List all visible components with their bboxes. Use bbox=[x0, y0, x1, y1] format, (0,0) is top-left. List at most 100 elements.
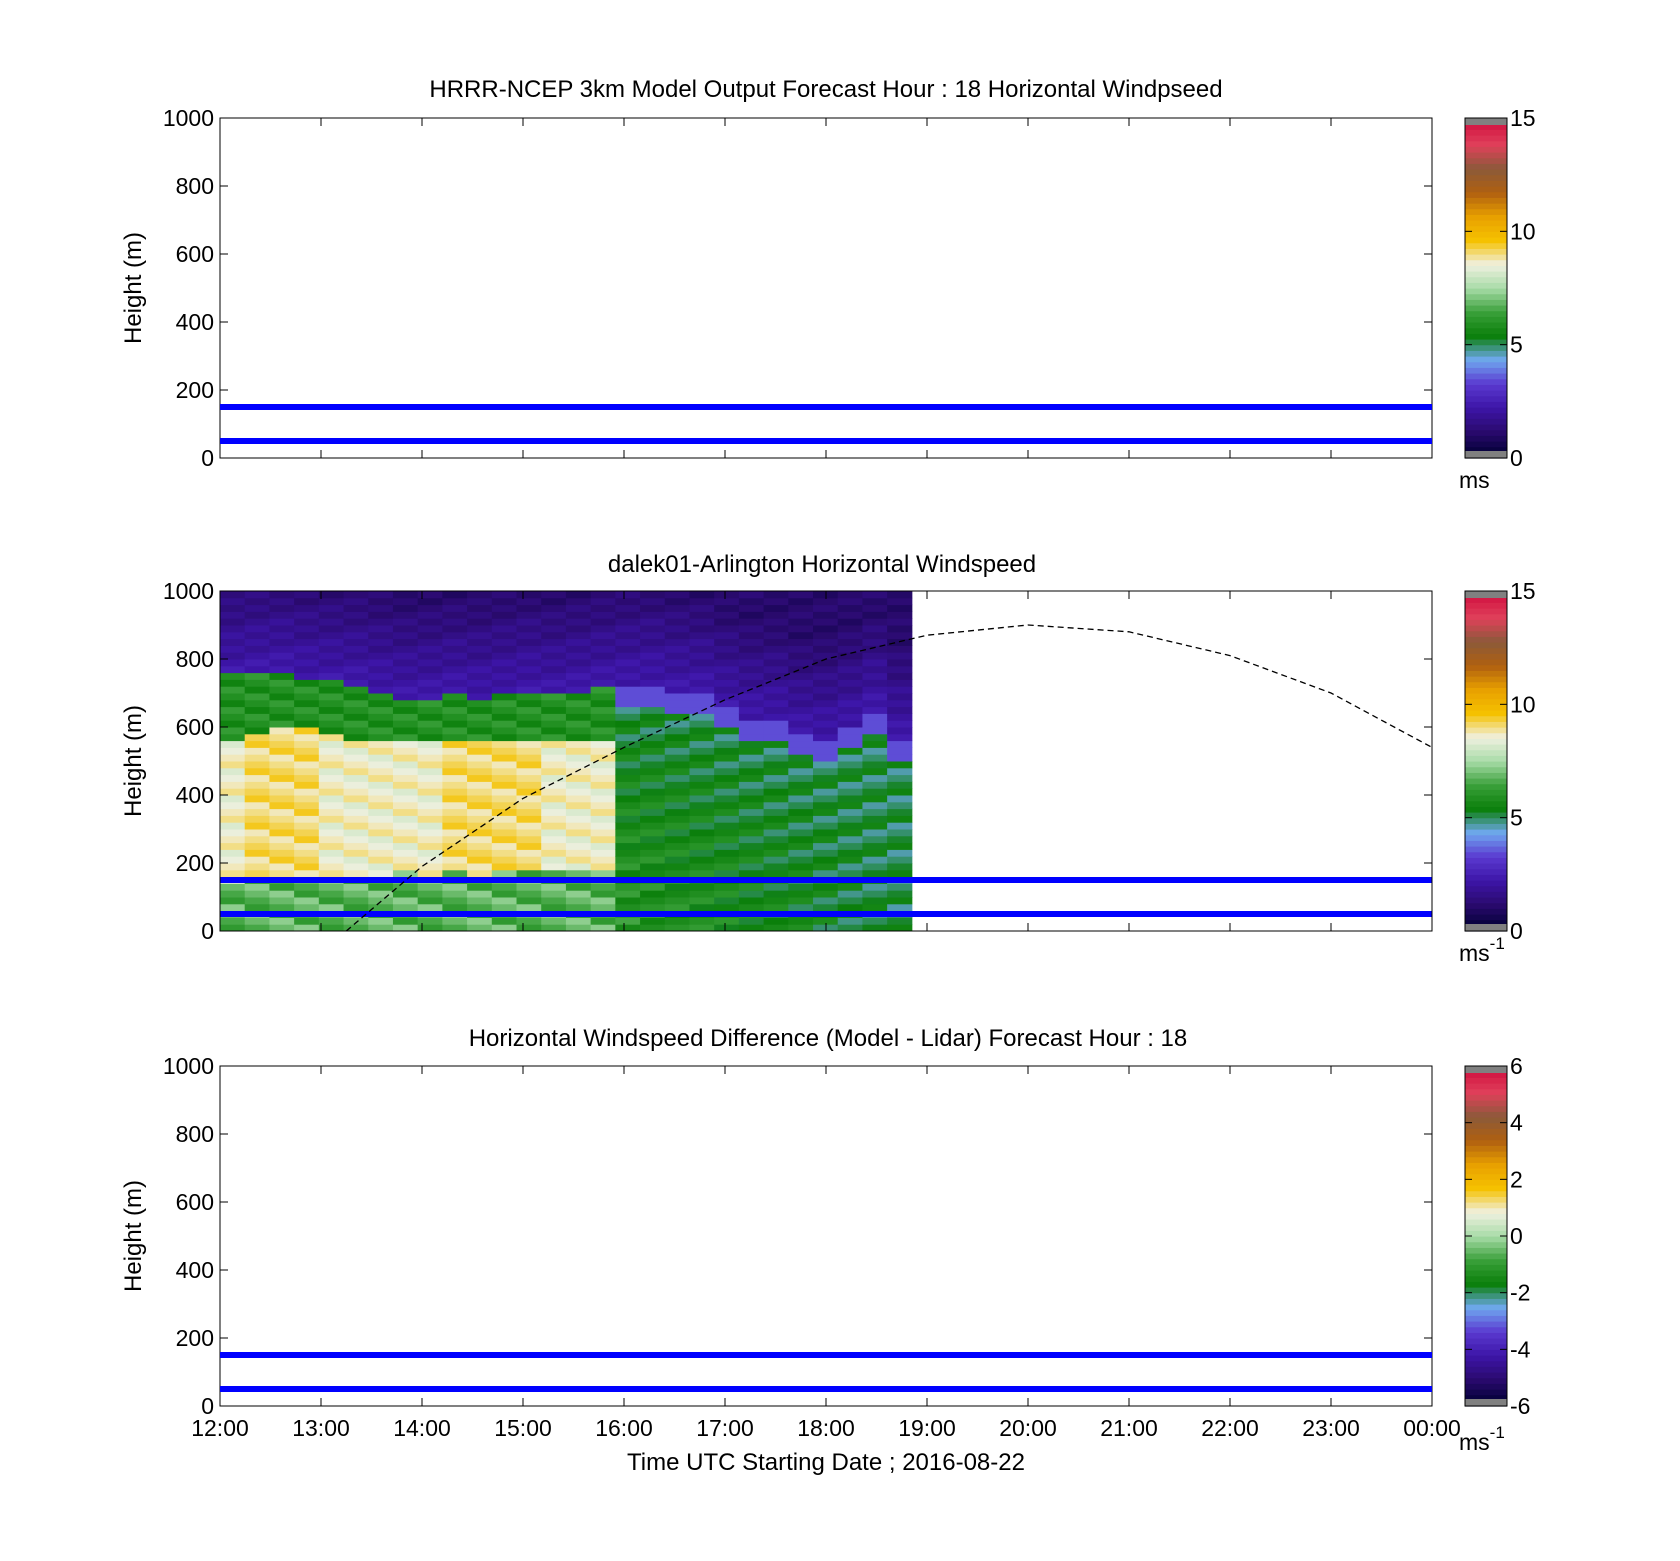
heatmap-cell bbox=[318, 727, 345, 735]
heatmap-cell bbox=[615, 652, 641, 660]
heatmap-cell bbox=[220, 659, 246, 667]
heatmap-cell bbox=[343, 611, 369, 619]
colorbar-segment bbox=[1465, 647, 1507, 654]
heatmap-cell bbox=[220, 842, 246, 850]
heatmap-cell bbox=[714, 665, 740, 674]
heatmap-cell bbox=[615, 890, 641, 898]
heatmap-cell bbox=[368, 591, 394, 599]
heatmap-cell bbox=[269, 733, 295, 742]
heatmap-cell bbox=[417, 917, 443, 925]
heatmap-cell bbox=[392, 638, 419, 646]
heatmap-cell bbox=[392, 699, 419, 708]
heatmap-cell bbox=[467, 652, 493, 660]
heatmap-cell bbox=[491, 903, 518, 912]
heatmap-cell bbox=[467, 849, 493, 857]
heatmap-cell bbox=[837, 774, 863, 782]
heatmap-cell bbox=[417, 631, 443, 640]
heatmap-cell bbox=[417, 604, 443, 612]
heatmap-cell bbox=[689, 727, 715, 735]
heatmap-cell bbox=[590, 665, 616, 674]
heatmap-cell bbox=[615, 815, 641, 823]
heatmap-cell bbox=[220, 808, 246, 816]
heatmap-cell bbox=[220, 591, 246, 599]
heatmap-cell bbox=[714, 754, 740, 762]
heatmap-cell bbox=[467, 597, 493, 606]
heatmap-cell bbox=[640, 883, 666, 891]
colorbar-segment bbox=[1465, 1071, 1507, 1078]
heatmap-cell bbox=[640, 897, 666, 905]
colorbar-tick-label: 5 bbox=[1510, 332, 1523, 358]
heatmap-cell bbox=[640, 659, 666, 667]
heatmap-cell bbox=[788, 693, 814, 701]
heatmap-cell bbox=[763, 863, 789, 871]
heatmap-cell bbox=[763, 849, 789, 857]
heatmap-cell bbox=[788, 835, 814, 844]
heatmap-cell bbox=[417, 672, 443, 680]
heatmap-cell bbox=[417, 733, 443, 742]
heatmap-cell bbox=[220, 856, 246, 864]
heatmap-cell bbox=[862, 733, 888, 742]
colorbar-segment bbox=[1465, 1281, 1507, 1288]
heatmap-cell bbox=[467, 815, 493, 823]
heatmap-cell bbox=[294, 597, 320, 606]
colorbar-overflow-cap bbox=[1465, 591, 1507, 598]
heatmap-cell bbox=[294, 890, 320, 898]
heatmap-cell bbox=[467, 767, 493, 776]
heatmap-cell bbox=[368, 720, 394, 728]
heatmap-cell bbox=[343, 713, 369, 721]
heatmap-cell bbox=[887, 679, 913, 687]
heatmap-cell bbox=[417, 659, 443, 667]
heatmap-cell bbox=[565, 727, 592, 735]
heatmap-cell bbox=[220, 699, 246, 708]
heatmap-cell bbox=[862, 849, 888, 857]
colorbar-segment bbox=[1465, 1151, 1507, 1158]
heatmap-cell bbox=[491, 679, 518, 687]
heatmap-cell bbox=[689, 733, 715, 742]
heatmap-cell bbox=[640, 856, 666, 864]
heatmap-cell bbox=[615, 727, 641, 735]
heatmap-cell bbox=[565, 835, 592, 844]
colorbar-segment bbox=[1465, 186, 1507, 193]
heatmap-cell bbox=[269, 822, 295, 830]
heatmap-cell bbox=[269, 713, 295, 721]
colorbar-overflow-cap bbox=[1465, 1066, 1507, 1073]
heatmap-cell bbox=[640, 761, 666, 769]
heatmap-cell bbox=[269, 706, 295, 714]
heatmap-cell bbox=[392, 774, 419, 782]
heatmap-cell bbox=[813, 727, 839, 735]
heatmap-cell bbox=[368, 665, 394, 674]
colorbar-segment bbox=[1465, 1360, 1507, 1367]
colorbar-tick-label: 0 bbox=[1510, 918, 1523, 944]
heatmap-cell bbox=[269, 883, 295, 891]
heatmap-cell bbox=[738, 713, 765, 721]
colorbar-segment bbox=[1465, 339, 1507, 346]
colorbar-segment bbox=[1465, 1394, 1507, 1401]
heatmap-cell bbox=[294, 659, 320, 667]
colorbar-segment bbox=[1465, 225, 1507, 232]
heatmap-cell bbox=[813, 774, 839, 782]
colorbar-segment bbox=[1465, 721, 1507, 728]
heatmap-cell bbox=[714, 842, 740, 850]
heatmap-cell bbox=[763, 720, 789, 728]
heatmap-cell bbox=[368, 774, 394, 782]
heatmap-cell bbox=[541, 781, 567, 789]
heatmap-cell bbox=[294, 897, 320, 905]
heatmap-cell bbox=[294, 842, 320, 850]
heatmap-cell bbox=[714, 863, 740, 871]
heatmap-cell bbox=[615, 835, 641, 844]
heatmap-cell bbox=[763, 597, 789, 606]
heatmap-cell bbox=[269, 604, 295, 612]
heatmap-cell bbox=[392, 686, 419, 694]
heatmap-cell bbox=[392, 754, 419, 762]
heatmap-cell bbox=[220, 713, 246, 721]
heatmap-cell bbox=[343, 618, 369, 626]
heatmap-cell bbox=[640, 693, 666, 701]
heatmap-cell bbox=[565, 659, 592, 667]
heatmap-cell bbox=[590, 761, 616, 769]
heatmap-cell bbox=[269, 856, 295, 864]
heatmap-cell bbox=[689, 672, 715, 680]
heatmap-cell bbox=[368, 611, 394, 619]
y-tick-label: 200 bbox=[176, 377, 214, 403]
heatmap-cell bbox=[763, 740, 789, 748]
